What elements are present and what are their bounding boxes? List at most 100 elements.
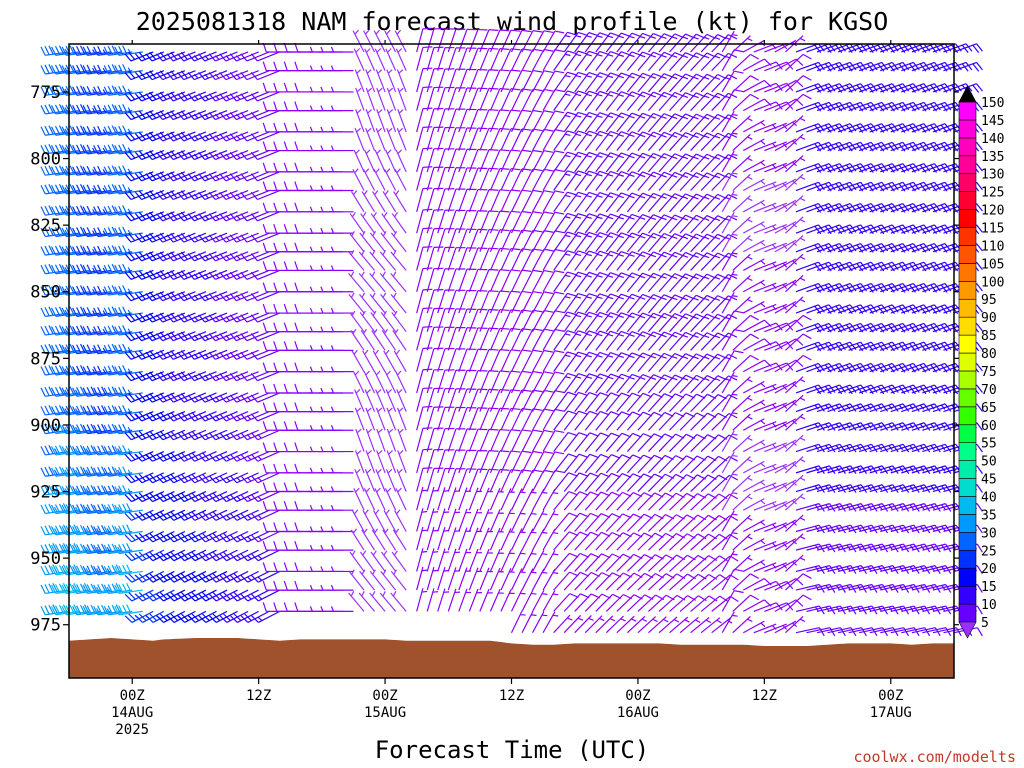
barb-feather	[82, 227, 88, 237]
barb-feather	[93, 446, 99, 456]
barb-feather	[58, 445, 65, 455]
wind-barb	[394, 168, 407, 191]
barb-feather	[107, 165, 113, 175]
barb-half-feather	[356, 69, 362, 74]
barb-half-feather	[74, 469, 79, 475]
barb-half-feather	[351, 569, 355, 575]
barb-feather	[73, 543, 79, 553]
barb-feather	[40, 446, 46, 456]
barb-feather	[76, 584, 82, 594]
barb-staff	[532, 291, 545, 314]
barb-staff	[257, 70, 280, 81]
barb-half-feather	[356, 450, 362, 455]
barb-staff	[510, 469, 523, 492]
barb-feather	[44, 485, 50, 495]
wind-barb	[308, 265, 333, 272]
barb-feather	[80, 365, 86, 375]
barb-half-feather	[355, 48, 361, 53]
barb-half-feather	[127, 187, 132, 193]
barb-staff	[532, 70, 545, 93]
barb-half-feather	[365, 48, 371, 53]
wind-barb	[362, 509, 376, 532]
barb-feather	[543, 408, 554, 412]
barb-feather	[72, 86, 78, 96]
barb-feather	[107, 424, 113, 434]
barb-feather	[294, 303, 299, 314]
wind-barb	[532, 309, 554, 332]
wind-barb	[416, 86, 433, 111]
barb-half-feather	[320, 227, 324, 234]
barb-half-feather	[366, 388, 371, 394]
barb-feather	[294, 562, 299, 572]
barb-feather	[58, 343, 65, 353]
wind-barb	[51, 85, 80, 96]
barb-feather	[543, 269, 554, 273]
barb-feather	[294, 242, 299, 252]
barb-feather	[273, 482, 278, 492]
wind-barb	[114, 564, 143, 576]
wind-barb	[114, 205, 143, 216]
barb-feather	[48, 524, 54, 534]
barb-feather	[101, 405, 107, 415]
barb-half-feather	[320, 166, 324, 173]
wind-barb	[318, 486, 343, 493]
wind-barb	[532, 408, 554, 431]
wind-barb	[294, 223, 322, 234]
barb-feather	[82, 246, 88, 256]
barb-feather	[554, 169, 565, 172]
barb-feather	[294, 383, 299, 394]
wind-barb	[426, 526, 439, 551]
barb-feather	[262, 101, 267, 111]
barb-half-feather	[53, 528, 58, 534]
wind-barb	[447, 588, 461, 612]
barb-feather	[499, 127, 510, 130]
wind-barb	[124, 392, 154, 403]
barb-feather	[86, 285, 92, 295]
barb-feather	[510, 370, 521, 373]
barb-feather	[208, 453, 217, 462]
wind-barb	[416, 166, 433, 191]
wind-barb	[103, 45, 133, 56]
barb-feather	[73, 524, 79, 534]
barb-feather	[111, 306, 117, 316]
wind-barb	[521, 128, 543, 151]
wind-barb	[521, 450, 543, 474]
wind-barb	[294, 580, 322, 591]
barb-staff	[257, 110, 280, 121]
barb-feather	[219, 494, 227, 502]
wind-barb	[294, 61, 322, 72]
wind-barb	[416, 187, 433, 212]
wind-barb	[294, 602, 322, 613]
barb-feather	[294, 181, 299, 191]
barb-staff	[416, 406, 424, 431]
barb-half-feather	[320, 406, 324, 412]
wind-barb	[416, 427, 433, 452]
barb-feather	[118, 504, 124, 514]
barb-staff	[532, 430, 545, 452]
barb-feather	[283, 540, 288, 551]
barb-half-feather	[92, 288, 96, 295]
wind-barb	[114, 263, 143, 275]
barb-half-feather	[106, 528, 111, 534]
barb-feather	[58, 285, 65, 295]
wind-barb	[329, 206, 354, 213]
barb-feather	[54, 307, 61, 317]
barb-half-feather	[64, 309, 69, 316]
barb-half-feather	[374, 509, 380, 515]
barb-feather	[273, 362, 278, 372]
wind-barb	[103, 85, 133, 96]
barb-half-feather	[236, 536, 242, 541]
barb-staff	[468, 349, 479, 372]
barb-staff	[426, 289, 435, 314]
barb-feather	[283, 223, 288, 234]
barb-feather	[76, 504, 82, 514]
barb-half-feather	[320, 504, 324, 511]
barb-feather	[488, 228, 499, 231]
wind-barb	[447, 527, 461, 551]
barb-feather	[521, 69, 532, 73]
wind-barb	[386, 407, 397, 431]
barb-feather	[44, 285, 50, 295]
barb-feather	[69, 405, 75, 415]
barb-feather	[124, 93, 132, 102]
barb-staff	[437, 188, 446, 213]
